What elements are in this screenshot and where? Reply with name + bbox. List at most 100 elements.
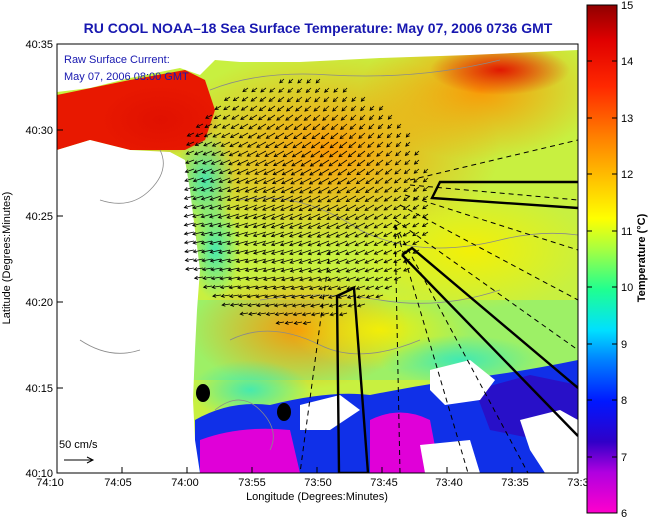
current-vector <box>219 177 231 183</box>
current-vector-head <box>220 293 225 298</box>
current-vector <box>254 177 267 184</box>
current-vector <box>220 276 231 280</box>
current-vector-head <box>345 198 350 203</box>
current-vector-head <box>356 162 361 167</box>
current-vector-head <box>383 250 388 255</box>
current-vector-head <box>308 198 313 203</box>
current-vector-head <box>329 144 334 149</box>
current-vector <box>192 204 204 209</box>
current-vector <box>303 114 312 121</box>
current-vector-head <box>317 198 322 203</box>
current-vector-head <box>183 196 189 200</box>
current-vector <box>272 276 285 281</box>
current-vector <box>309 168 321 176</box>
current-vector-head <box>219 161 224 165</box>
current-vector-head <box>285 107 291 112</box>
current-vector <box>210 249 222 253</box>
current-vector <box>386 141 393 148</box>
current-vector <box>195 132 204 137</box>
current-vector <box>259 96 267 102</box>
current-vector-head <box>323 98 328 103</box>
current-vector <box>223 105 231 111</box>
current-vector <box>292 303 303 307</box>
current-vector-head <box>328 303 333 308</box>
current-vector <box>281 267 294 272</box>
current-vector-head <box>185 160 190 164</box>
current-vector <box>203 150 213 156</box>
current-vector-head <box>245 276 250 281</box>
current-vector <box>205 114 213 119</box>
current-vector <box>374 204 384 211</box>
current-vector <box>289 222 303 229</box>
current-vector-head <box>346 171 351 176</box>
current-vector <box>349 132 357 139</box>
current-vector <box>345 240 357 246</box>
current-vector-head <box>354 251 359 255</box>
current-vector <box>273 285 285 289</box>
x-tick-6: 73:40 <box>435 477 463 489</box>
current-vector-head <box>299 180 304 185</box>
current-vector <box>237 168 249 175</box>
current-vector <box>385 168 393 175</box>
current-vector <box>257 123 267 130</box>
current-vector-head <box>251 88 256 93</box>
current-vector-head <box>364 207 369 211</box>
current-vector-head <box>387 124 392 129</box>
current-vector-head <box>412 205 417 210</box>
current-vector <box>393 249 402 255</box>
current-vector-head <box>374 198 379 202</box>
current-vector <box>384 267 393 272</box>
current-vector-head <box>261 215 267 220</box>
current-vector <box>298 240 312 246</box>
current-vector-head <box>236 179 241 184</box>
current-vector <box>303 321 312 324</box>
current-vector <box>393 195 402 202</box>
current-vector-head <box>275 320 280 325</box>
current-vector-head <box>296 88 301 93</box>
current-vector <box>366 159 375 166</box>
current-vector-head <box>208 214 214 219</box>
current-vector <box>346 276 357 281</box>
current-vector-head <box>403 188 408 193</box>
current-vector <box>184 249 195 253</box>
current-vector <box>246 276 258 280</box>
current-vector <box>299 186 312 194</box>
current-vector <box>333 87 339 93</box>
current-vector <box>423 168 429 174</box>
current-vector <box>303 123 312 130</box>
current-vector <box>365 177 375 184</box>
current-vector-head <box>373 215 378 220</box>
current-vector <box>329 150 339 158</box>
current-vector-head <box>184 169 189 173</box>
current-vector-head <box>235 197 240 202</box>
current-vector <box>302 312 312 316</box>
current-vector-head <box>341 107 346 112</box>
current-vector-head <box>266 125 271 130</box>
current-vector-head <box>403 267 408 272</box>
current-vector <box>291 159 303 167</box>
current-vector <box>308 222 321 229</box>
current-vector-head <box>376 143 381 148</box>
current-vector-head <box>256 134 261 139</box>
current-vector-head <box>237 285 242 290</box>
current-vector <box>287 87 294 93</box>
current-vector <box>376 150 384 157</box>
current-vector-head <box>271 259 276 264</box>
current-vector <box>211 276 222 280</box>
station-dot-1 <box>196 384 210 402</box>
current-vector-head <box>378 115 383 121</box>
current-vector-head <box>375 161 380 166</box>
current-vector-head <box>318 162 324 167</box>
current-vector <box>203 141 213 147</box>
current-vector-head <box>392 215 398 220</box>
current-vector <box>304 105 312 112</box>
current-vector-head <box>331 116 336 121</box>
current-vector-head <box>412 223 417 228</box>
x-tick-7: 73:35 <box>501 477 529 489</box>
current-vector <box>244 231 258 237</box>
current-vector-head <box>184 187 189 191</box>
current-vector-head <box>237 152 242 157</box>
current-vector <box>268 105 276 112</box>
current-vector <box>201 204 213 209</box>
current-vector <box>264 150 276 157</box>
